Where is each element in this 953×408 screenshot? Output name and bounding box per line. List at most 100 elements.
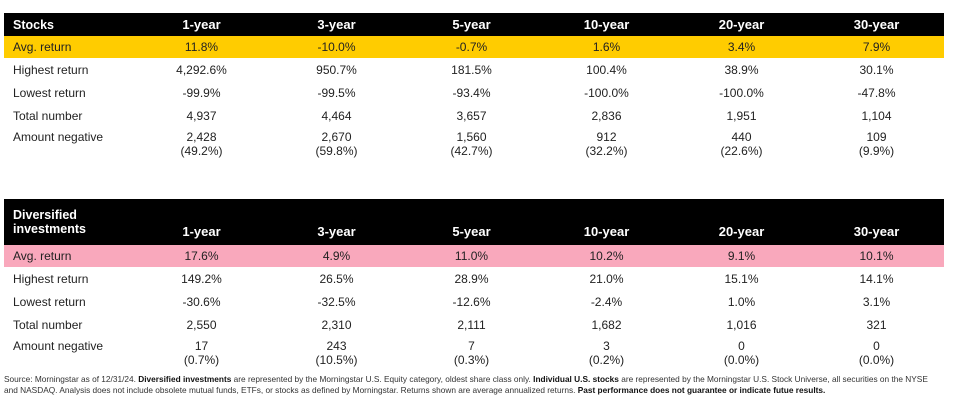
period-header-5-year: 5-year: [404, 13, 539, 36]
table-cell: 7 (0.3%): [404, 336, 539, 375]
stocks-header-row: Stocks 1-year 3-year 5-year 10-year 20-y…: [4, 13, 944, 36]
table-cell: -100.0%: [584, 85, 629, 100]
row-label: Lowest return: [13, 85, 86, 100]
table-cell: 14.1%: [859, 271, 894, 286]
period-header-3-year: 3-year: [269, 13, 404, 36]
row-label: Highest return: [13, 271, 89, 286]
table-cell: 38.9%: [724, 62, 759, 77]
stocks-highest-return-row: Highest return 4,292.6% 950.7% 181.5% 10…: [4, 58, 944, 81]
period-header-1-year: 1-year: [134, 13, 269, 36]
negative-count: 0: [873, 339, 880, 353]
negative-percent: (42.7%): [450, 144, 493, 158]
table-cell: 2,428 (49.2%): [134, 127, 269, 166]
diversified-header-row: Diversified investments 1-year 3-year 5-y…: [4, 199, 944, 245]
table-cell: -47.8%: [857, 85, 896, 100]
table-cell: -100.0%: [719, 85, 764, 100]
table-cell: 3 (0.2%): [539, 336, 674, 375]
period-header-1-year: 1-year: [134, 199, 269, 245]
period-header-5-year: 5-year: [404, 199, 539, 245]
table-cell: 10.1%: [809, 245, 944, 267]
table-cell: 0 (0.0%): [809, 336, 944, 375]
row-label: Total number: [13, 317, 83, 332]
table-cell: 17 (0.7%): [134, 336, 269, 375]
diversified-title: Diversified investments: [4, 199, 134, 245]
negative-count: 1,560: [456, 130, 487, 144]
row-label: Lowest return: [13, 294, 86, 309]
table-cell: 4,937: [186, 108, 217, 123]
period-header-10-year: 10-year: [539, 13, 674, 36]
table-cell: 26.5%: [319, 271, 354, 286]
stocks-lowest-return-row: Lowest return -99.9% -99.5% -93.4% -100.…: [4, 81, 944, 104]
period-header-3-year: 3-year: [269, 199, 404, 245]
stocks-amount-negative-row: Amount negative 2,428 (49.2%) 2,670 (59.8%…: [4, 127, 944, 166]
footnote-bold-text: Individual U.S. stocks: [533, 374, 619, 384]
table-cell: 321: [866, 317, 887, 332]
table-cell: 10.2%: [539, 245, 674, 267]
table-cell: 4,292.6%: [176, 62, 227, 77]
table-cell: 0 (0.0%): [674, 336, 809, 375]
table-cell: -10.0%: [269, 36, 404, 58]
table-cell: 243 (10.5%): [269, 336, 404, 375]
table-cell: 440 (22.6%): [674, 127, 809, 166]
table-cell: -0.7%: [404, 36, 539, 58]
table-cell: 149.2%: [181, 271, 222, 286]
table-cell: 100.4%: [586, 62, 627, 77]
negative-percent: (32.2%): [585, 144, 628, 158]
row-label: Amount negative: [13, 130, 104, 144]
table-cell: 1.6%: [539, 36, 674, 58]
table-cell: 1,104: [861, 108, 892, 123]
table-cell: 4,464: [321, 108, 352, 123]
stocks-avg-return-row: Avg. return 11.8% -10.0% -0.7% 1.6% 3.4%…: [4, 36, 944, 58]
row-label: Amount negative: [13, 339, 104, 353]
diversified-highest-return-row: Highest return 149.2% 26.5% 28.9% 21.0% …: [4, 267, 944, 290]
table-cell: 7.9%: [809, 36, 944, 58]
period-header-30-year: 30-year: [809, 13, 944, 36]
table-cell: -12.6%: [452, 294, 491, 309]
negative-percent: (0.3%): [453, 353, 490, 367]
table-cell: -30.6%: [182, 294, 221, 309]
diversified-title-line2: investments: [13, 222, 86, 236]
table-cell: 3.1%: [862, 294, 891, 309]
table-cell: 21.0%: [589, 271, 624, 286]
negative-count: 912: [596, 130, 617, 144]
negative-percent: (49.2%): [180, 144, 223, 158]
negative-count: 2,428: [186, 130, 217, 144]
stocks-table: Stocks 1-year 3-year 5-year 10-year 20-y…: [4, 13, 944, 166]
period-header-10-year: 10-year: [539, 199, 674, 245]
diversified-amount-negative-row: Amount negative 17 (0.7%) 243 (10.5%) 7 (0.…: [4, 336, 944, 375]
table-cell: -93.4%: [452, 85, 491, 100]
table-cell: -99.9%: [182, 85, 221, 100]
diversified-lowest-return-row: Lowest return -30.6% -32.5% -12.6% -2.4%…: [4, 290, 944, 313]
table-cell: 1,682: [591, 317, 622, 332]
footnote-bold-text: Past performance does not guarantee or i…: [577, 385, 826, 395]
table-cell: 181.5%: [451, 62, 492, 77]
negative-count: 0: [738, 339, 745, 353]
negative-count: 109: [866, 130, 887, 144]
table-cell: 912 (32.2%): [539, 127, 674, 166]
period-header-20-year: 20-year: [674, 199, 809, 245]
table-cell: 1.0%: [727, 294, 756, 309]
negative-count: 2,670: [321, 130, 352, 144]
footnote-text: are represented by the Morningstar U.S. …: [4, 374, 928, 395]
stocks-title: Stocks: [4, 13, 134, 36]
row-label: Avg. return: [4, 36, 134, 58]
table-cell: 11.8%: [134, 36, 269, 58]
negative-percent: (0.0%): [858, 353, 895, 367]
table-cell: 2,111: [457, 317, 486, 332]
table-cell: 1,016: [726, 317, 757, 332]
negative-percent: (0.0%): [723, 353, 760, 367]
negative-percent: (59.8%): [315, 144, 358, 158]
table-cell: 1,560 (42.7%): [404, 127, 539, 166]
diversified-title-line1: Diversified: [13, 208, 77, 222]
negative-percent: (10.5%): [315, 353, 358, 367]
negative-count: 243: [326, 339, 347, 353]
table-cell: 15.1%: [724, 271, 759, 286]
table-cell: 950.7%: [316, 62, 357, 77]
table-cell: 2,310: [321, 317, 352, 332]
negative-percent: (0.7%): [183, 353, 220, 367]
table-cell: 11.0%: [404, 245, 539, 267]
table-cell: 28.9%: [454, 271, 489, 286]
row-label: Highest return: [13, 62, 89, 77]
diversified-avg-return-row: Avg. return 17.6% 4.9% 11.0% 10.2% 9.1% …: [4, 245, 944, 267]
negative-count: 3: [603, 339, 610, 353]
